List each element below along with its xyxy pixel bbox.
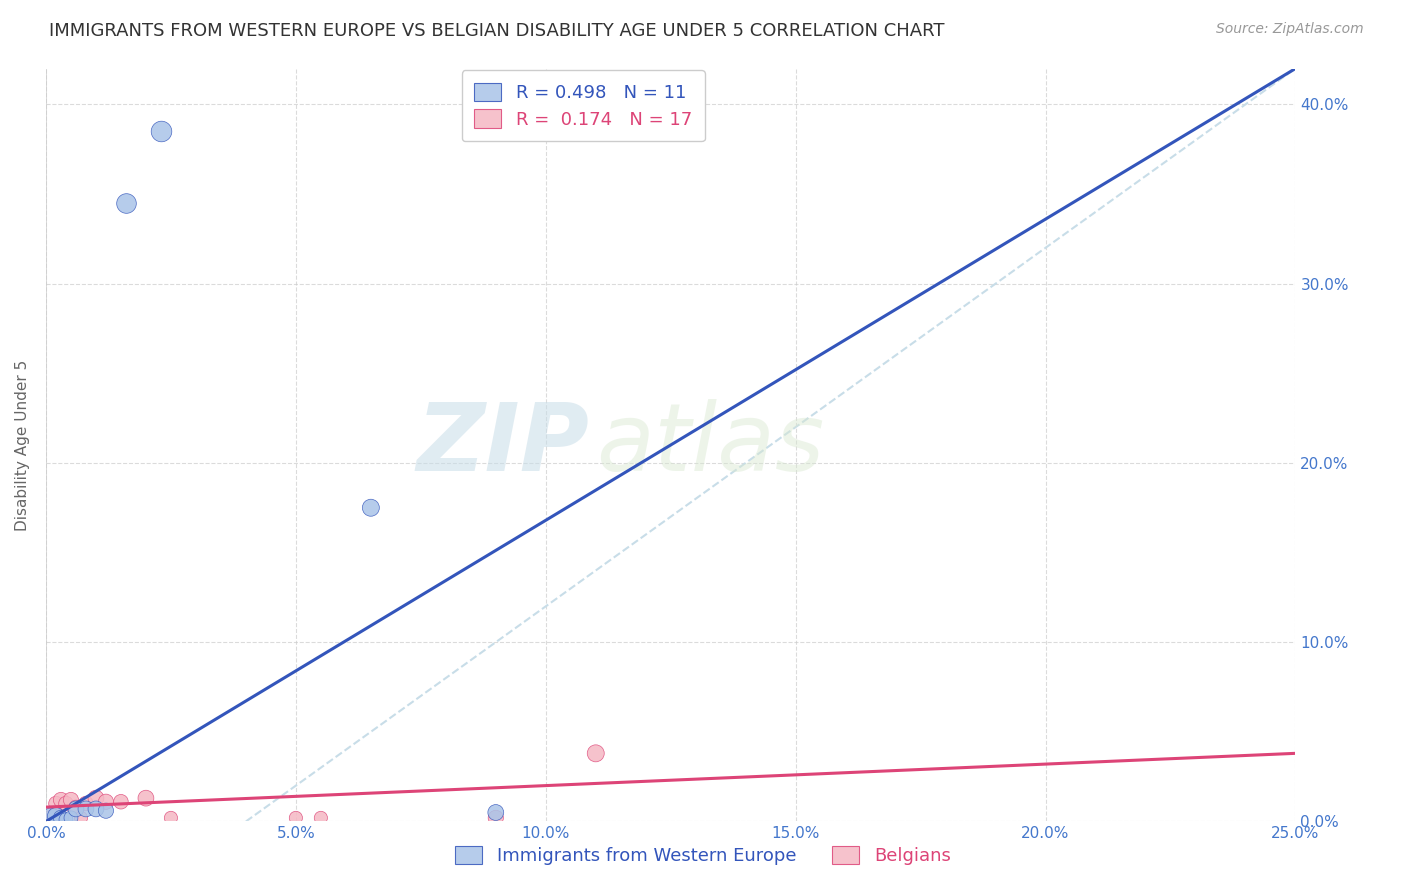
Point — [485, 811, 508, 825]
Point — [309, 811, 332, 825]
Legend: Immigrants from Western Europe, Belgians: Immigrants from Western Europe, Belgians — [444, 835, 962, 876]
Point — [59, 811, 82, 825]
Point — [70, 811, 93, 825]
Point — [160, 811, 183, 825]
Text: Source: ZipAtlas.com: Source: ZipAtlas.com — [1216, 22, 1364, 37]
Point — [55, 813, 77, 827]
Point — [39, 811, 62, 825]
Text: atlas: atlas — [596, 400, 824, 491]
Point — [75, 797, 97, 811]
Point — [55, 797, 77, 811]
Point — [135, 791, 157, 805]
Point — [84, 802, 107, 816]
Point — [45, 809, 67, 823]
Point — [284, 811, 307, 825]
Point — [94, 795, 117, 809]
Point — [84, 791, 107, 805]
Point — [110, 795, 132, 809]
Text: IMMIGRANTS FROM WESTERN EUROPE VS BELGIAN DISABILITY AGE UNDER 5 CORRELATION CHA: IMMIGRANTS FROM WESTERN EUROPE VS BELGIA… — [49, 22, 945, 40]
Point — [360, 500, 382, 515]
Point — [49, 811, 72, 825]
Point — [65, 802, 87, 816]
Point — [65, 800, 87, 814]
Point — [585, 747, 607, 761]
Y-axis label: Disability Age Under 5: Disability Age Under 5 — [15, 359, 30, 531]
Point — [115, 196, 138, 211]
Text: ZIP: ZIP — [416, 399, 589, 491]
Point — [94, 804, 117, 818]
Point — [149, 124, 172, 138]
Point — [39, 811, 62, 825]
Point — [485, 805, 508, 820]
Point — [75, 802, 97, 816]
Legend: R = 0.498   N = 11, R =  0.174   N = 17: R = 0.498 N = 11, R = 0.174 N = 17 — [461, 70, 704, 141]
Point — [49, 793, 72, 807]
Point — [45, 797, 67, 811]
Point — [59, 793, 82, 807]
